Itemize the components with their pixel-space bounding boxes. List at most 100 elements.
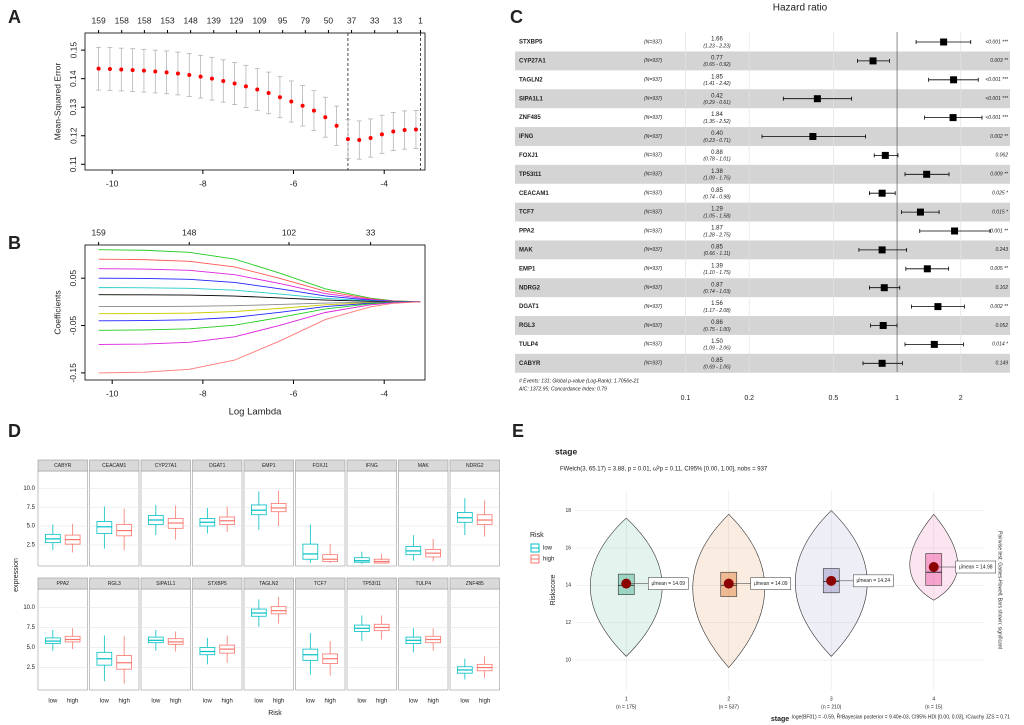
- ci-label: (1.09 - 2.06): [703, 346, 731, 352]
- y-tick-label: 10.0: [23, 486, 35, 492]
- hr-label: 0.88: [711, 150, 723, 156]
- ci-label: (1.41 - 2.42): [703, 81, 731, 87]
- y-tick-label: 2.5: [27, 542, 36, 548]
- n-label: (N=937): [644, 247, 663, 253]
- point: [209, 76, 214, 81]
- x-tick-label: -10: [106, 178, 119, 188]
- point: [243, 84, 248, 89]
- mean-label-box: [750, 577, 791, 590]
- top-tick-label: 37: [347, 15, 357, 25]
- hr-marker: [949, 114, 957, 122]
- strip-label: TP53I11: [362, 581, 381, 587]
- hr-label: 0.86: [711, 320, 723, 326]
- n-label: (N=937): [644, 153, 663, 159]
- strip-label: NDRG2: [466, 463, 484, 469]
- hr-label: 0.85: [711, 358, 723, 364]
- x-tick-label: low: [409, 699, 419, 705]
- coefficient-path: [98, 301, 421, 345]
- x-tick-label: low: [203, 699, 213, 705]
- panel-bg: [37, 470, 88, 567]
- row-band: [515, 164, 1010, 184]
- hr-marker: [869, 57, 877, 65]
- y-tick-label: 5.0: [27, 524, 36, 530]
- point: [221, 78, 226, 83]
- top-tick-label: 95: [278, 15, 288, 25]
- hr-label: 0.85: [711, 188, 723, 194]
- ci-label: (1.28 - 2.75): [703, 232, 731, 238]
- hr-marker: [879, 322, 887, 329]
- top-tick-label: 153: [160, 15, 174, 25]
- coefficient-path: [98, 301, 421, 331]
- point: [232, 81, 237, 86]
- point: [187, 72, 192, 77]
- panel-bg: [243, 470, 294, 567]
- x-tick-label: high: [67, 699, 78, 705]
- ci-label: (0.66 - 1.11): [704, 251, 731, 257]
- y-tick-label: 0.12: [68, 127, 78, 144]
- strip: [243, 577, 294, 590]
- top-tick-label: 102: [282, 227, 296, 237]
- y-tick-label: 0.11: [68, 156, 78, 172]
- p-label: 0.001 **: [990, 228, 1009, 234]
- strip: [398, 577, 449, 590]
- mean-point: [928, 562, 939, 573]
- y-tick-label: 0.13: [68, 99, 78, 116]
- p-label: 0.015 *: [992, 209, 1009, 215]
- n-label: (N=937): [644, 58, 663, 64]
- point: [323, 115, 328, 120]
- y-axis-label: Riskscore: [550, 575, 557, 606]
- strip-label: RGL3: [108, 581, 121, 587]
- point: [345, 137, 350, 142]
- panel-label: A: [8, 7, 21, 27]
- n-label: (N=937): [644, 39, 663, 45]
- x-tick-label: low: [48, 699, 58, 705]
- gene-label: TAGLN2: [519, 77, 543, 83]
- y-axis-label: Mean-Squared Error: [52, 63, 62, 141]
- mean-point: [621, 578, 632, 589]
- point: [107, 66, 112, 71]
- point: [141, 68, 146, 73]
- chart-title: Hazard ratio: [773, 3, 828, 14]
- x-tick-label: high: [221, 699, 232, 705]
- strip: [295, 459, 346, 472]
- x-axis-label: Risk: [268, 710, 282, 717]
- n-label: (N=937): [644, 323, 663, 329]
- gene-label: PPA2: [519, 229, 535, 235]
- top-tick-label: 148: [182, 227, 196, 237]
- top-tick-label: 159: [92, 227, 106, 237]
- point: [153, 69, 158, 74]
- strip: [346, 459, 397, 472]
- x-tick-label: high: [170, 699, 181, 705]
- y-axis-label: expression: [13, 558, 20, 592]
- panel-bg: [89, 588, 140, 691]
- coefficient-path: [98, 249, 421, 303]
- hr-label: 1.29: [711, 207, 723, 213]
- strip: [449, 459, 500, 472]
- mean-label: μ̂mean = 14.98: [959, 564, 993, 570]
- hr-marker: [940, 38, 948, 46]
- subtitle: FWelch(3, 65.17) = 3.88, p = 0.01, ω̂²p …: [560, 467, 768, 473]
- x-tick-label: -6: [290, 388, 298, 398]
- mean-label: μ̂mean = 14.24: [856, 578, 890, 584]
- hr-marker: [881, 151, 889, 159]
- y-tick-label: 10.0: [23, 605, 35, 611]
- x-tick-label: 0.5: [829, 395, 839, 402]
- y-tick-label: 5.0: [27, 645, 36, 651]
- x-tick-label: high: [118, 699, 129, 705]
- hr-marker: [923, 265, 931, 273]
- top-tick-label: 129: [229, 15, 243, 25]
- ci-label: (1.23 - 2.23): [703, 43, 731, 49]
- point: [119, 67, 124, 72]
- n-label: (N=937): [644, 115, 663, 121]
- hr-marker: [813, 95, 821, 103]
- x-tick-label: low: [100, 699, 110, 705]
- x-tick-label: 2: [959, 395, 963, 402]
- point: [368, 136, 373, 141]
- panel-bg: [346, 588, 397, 691]
- hr-marker: [950, 76, 958, 84]
- hr-label: 1.87: [711, 226, 723, 232]
- panel-bg: [192, 588, 243, 691]
- point: [413, 127, 418, 132]
